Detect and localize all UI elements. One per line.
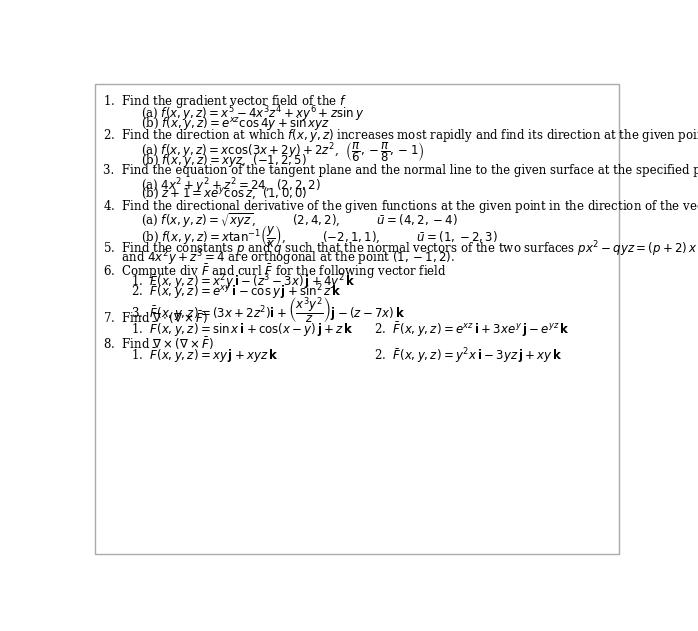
Text: 8.  Find $\nabla\times(\nabla \times \bar{F})$: 8. Find $\nabla\times(\nabla \times \bar… bbox=[103, 335, 214, 351]
Text: 4.  Find the directional derivative of the given functions at the given point in: 4. Find the directional derivative of th… bbox=[103, 198, 698, 215]
Text: 2.  Find the direction at which $f(x, y, z)$ increases most rapidly and find its: 2. Find the direction at which $f(x, y, … bbox=[103, 127, 698, 144]
Text: (b) $z + 1 = xe^y\cos z$,  $(1, 0, 0)$: (b) $z + 1 = xe^y\cos z$, $(1, 0, 0)$ bbox=[141, 186, 308, 201]
Text: and $4x^2y + z^3 = 4$ are orthogonal at the point $(1, -1, 2)$.: and $4x^2y + z^3 = 4$ are orthogonal at … bbox=[103, 248, 455, 268]
Text: 1.  $\bar{F}(x, y, z) = xy\,\mathbf{j} + xyz\,\mathbf{k}$: 1. $\bar{F}(x, y, z) = xy\,\mathbf{j} + … bbox=[131, 346, 278, 365]
Text: (a) $f(x, y, z) = x\cos(3x + 2y) + 2z^2$,  $\left(\dfrac{\pi}{6}, -\dfrac{\pi}{8: (a) $f(x, y, z) = x\cos(3x + 2y) + 2z^2$… bbox=[141, 140, 425, 163]
Text: 1.  $\bar{F}(x, y, z) = x^2y\,\mathbf{i} - (z^3 - 3x)\,\mathbf{j} + 4y^2\,\mathb: 1. $\bar{F}(x, y, z) = x^2y\,\mathbf{i} … bbox=[131, 273, 355, 292]
Text: 1.  Find the gradient vector field of the $f$: 1. Find the gradient vector field of the… bbox=[103, 93, 348, 110]
Text: 1.  $\bar{F}(x, y, z) = \sin x\,\mathbf{i} + \cos(x - y)\,\mathbf{j} + z\,\mathb: 1. $\bar{F}(x, y, z) = \sin x\,\mathbf{i… bbox=[131, 320, 353, 339]
Text: (b) $f(x, y, z) = xyz$,  $(-1, 2, 5)$: (b) $f(x, y, z) = xyz$, $(-1, 2, 5)$ bbox=[141, 152, 307, 169]
Text: 3.  Find the equation of the tangent plane and the normal line to the given surf: 3. Find the equation of the tangent plan… bbox=[103, 164, 698, 177]
Text: (a) $f(x, y, z) = x^5 - 4x^3z^4 + xy^6 + z\sin y$: (a) $f(x, y, z) = x^5 - 4x^3z^4 + xy^6 +… bbox=[141, 105, 364, 124]
Text: 2.  $\bar{F}(x, y, z) = e^{xy}\,\mathbf{i} - \cos y\,\mathbf{j} + \sin^2 z\,\mat: 2. $\bar{F}(x, y, z) = e^{xy}\,\mathbf{i… bbox=[131, 282, 341, 302]
Text: (b) $f(x, y, z) = e^{xz}\cos 4y + \sin xyz$: (b) $f(x, y, z) = e^{xz}\cos 4y + \sin x… bbox=[141, 115, 331, 132]
Text: 5.  Find the constants $p$ and $q$ such that the normal vectors of the two surfa: 5. Find the constants $p$ and $q$ such t… bbox=[103, 239, 697, 259]
Text: (a) $f(x, y, z) = \sqrt{xyz}$,          $(2,4,2)$,          $\bar{u} = (4, 2, -4: (a) $f(x, y, z) = \sqrt{xyz}$, $(2,4,2)$… bbox=[141, 211, 459, 230]
Text: 6.  Compute div $\bar{F}$ and curl $\bar{F}$ for the following vector field: 6. Compute div $\bar{F}$ and curl $\bar{… bbox=[103, 262, 447, 281]
Text: (a) $4x^2 + y^2 + z^2 = 24$,  $(2,2,2)$: (a) $4x^2 + y^2 + z^2 = 24$, $(2,2,2)$ bbox=[141, 176, 321, 196]
Text: (b) $f(x, y, z) = x\tan^{-1}\!\left(\dfrac{y}{x}\right)$,          $(-2, 1, 1)$,: (b) $f(x, y, z) = x\tan^{-1}\!\left(\dfr… bbox=[141, 225, 498, 251]
Text: 2.  $\bar{F}(x, y, z) = e^{xz}\,\mathbf{i} + 3xe^y\,\mathbf{j} - e^{yz}\,\mathbf: 2. $\bar{F}(x, y, z) = e^{xz}\,\mathbf{i… bbox=[374, 320, 570, 339]
Text: 2.  $\bar{F}(x, y, z) = y^2x\,\mathbf{i} - 3yz\,\mathbf{j} + xy\,\mathbf{k}$: 2. $\bar{F}(x, y, z) = y^2x\,\mathbf{i} … bbox=[374, 346, 563, 366]
Text: 3.  $\bar{F}(x, y, z) = (3x + 2z^2)\mathbf{i} + \left(\dfrac{x^3y^2}{z}\right)\m: 3. $\bar{F}(x, y, z) = (3x + 2z^2)\mathb… bbox=[131, 295, 405, 326]
Text: 7.  Find $\nabla\cdot(\nabla \times \bar{F})$: 7. Find $\nabla\cdot(\nabla \times \bar{… bbox=[103, 310, 208, 326]
